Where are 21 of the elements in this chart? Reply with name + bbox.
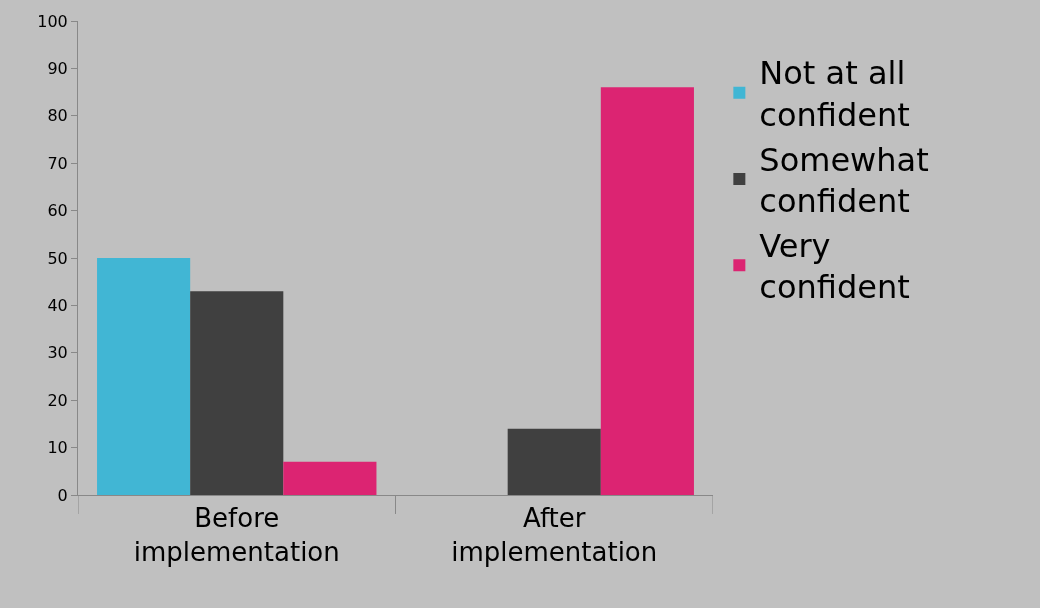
y-tick-label: 70	[47, 153, 68, 173]
y-tick-label: 60	[47, 201, 68, 221]
legend-label: Somewhat confident	[759, 140, 929, 221]
y-tick-label: 80	[47, 106, 68, 126]
legend-label: Not at all confident	[759, 54, 910, 135]
y-tick-label: 10	[47, 438, 68, 458]
y-tick-label: 50	[47, 248, 68, 268]
x-tick-label: Before implementation	[133, 503, 340, 567]
x-tick-label: After implementation	[451, 503, 658, 567]
y-tick-label: 90	[47, 59, 68, 78]
y-tick-label: 0	[57, 485, 68, 505]
bar	[507, 428, 601, 495]
bar	[97, 258, 191, 495]
y-tick-label: 20	[47, 390, 68, 410]
legend-label: Very confident	[759, 226, 910, 307]
y-tick-label: 30	[47, 343, 68, 363]
y-tick-label: 100	[37, 11, 68, 31]
bar	[600, 87, 694, 495]
y-tick-label: 40	[47, 296, 68, 315]
bar	[283, 461, 377, 495]
bar	[190, 291, 284, 495]
